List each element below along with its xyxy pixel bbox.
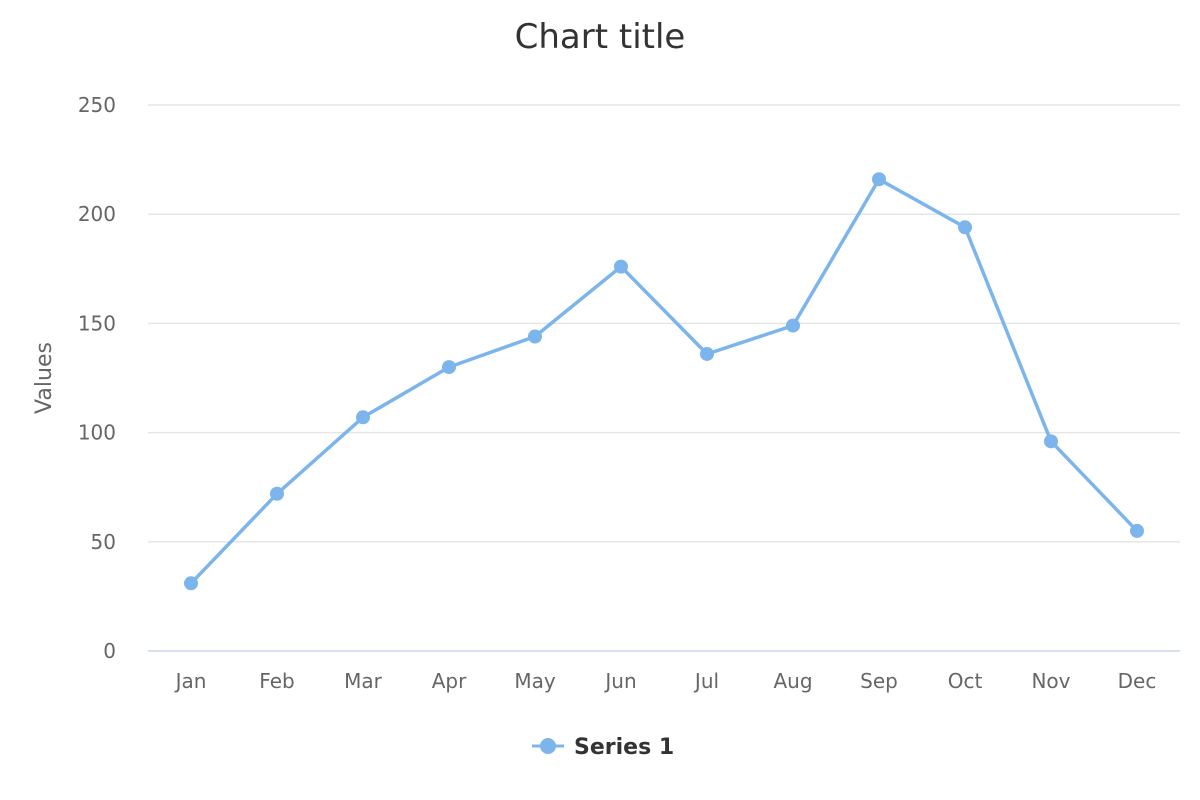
x-tick-label: Jan	[174, 669, 207, 693]
data-point-feb[interactable]	[270, 486, 284, 501]
data-point-jul[interactable]	[700, 346, 714, 361]
data-point-nov[interactable]	[1044, 434, 1058, 449]
legend-series-1-label[interactable]: Series 1	[574, 735, 674, 760]
y-tick-label: 200	[78, 202, 116, 226]
y-tick-label: 250	[78, 93, 116, 117]
x-tick-label: May	[514, 669, 556, 693]
y-tick-label: 50	[91, 530, 116, 554]
data-point-sep[interactable]	[872, 172, 886, 187]
chart-title: Chart title	[515, 17, 686, 57]
x-tick-label: Aug	[773, 669, 812, 693]
x-axis-ticks: Jan Feb Mar Apr May Jun Jul Aug Sep Oct Nov Dec	[174, 669, 1157, 693]
x-tick-label: Apr	[432, 669, 467, 693]
gridlines	[148, 104, 1180, 543]
data-point-may[interactable]	[528, 329, 542, 344]
x-tick-label: Dec	[1118, 669, 1157, 693]
x-tick-label: Jul	[693, 669, 719, 693]
series-line	[189, 177, 1139, 586]
data-point-jun[interactable]	[614, 259, 628, 274]
x-tick-label: Feb	[259, 669, 294, 693]
y-tick-label: 0	[103, 639, 116, 663]
x-tick-label: Oct	[948, 669, 983, 693]
x-tick-label: Jun	[603, 669, 636, 693]
y-tick-label: 100	[78, 421, 116, 445]
y-axis-ticks: 0 50 100 150 200 250	[78, 93, 116, 663]
data-point-jan[interactable]	[184, 576, 198, 591]
y-axis-label: Values	[32, 342, 57, 414]
data-point-dec[interactable]	[1130, 523, 1144, 538]
y-tick-label: 150	[78, 311, 116, 335]
data-point-mar[interactable]	[356, 410, 370, 425]
x-tick-label: Mar	[344, 669, 383, 693]
legend-dot-marker	[540, 738, 556, 754]
data-point-oct[interactable]	[958, 220, 972, 235]
x-tick-label: Sep	[860, 669, 898, 693]
legend[interactable]: Series 1	[532, 735, 674, 760]
x-tick-label: Nov	[1031, 669, 1070, 693]
data-point-aug[interactable]	[786, 318, 800, 333]
series-1[interactable]	[184, 172, 1144, 591]
data-point-apr[interactable]	[442, 360, 456, 375]
